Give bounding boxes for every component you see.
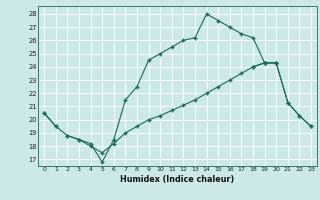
- X-axis label: Humidex (Indice chaleur): Humidex (Indice chaleur): [120, 175, 235, 184]
